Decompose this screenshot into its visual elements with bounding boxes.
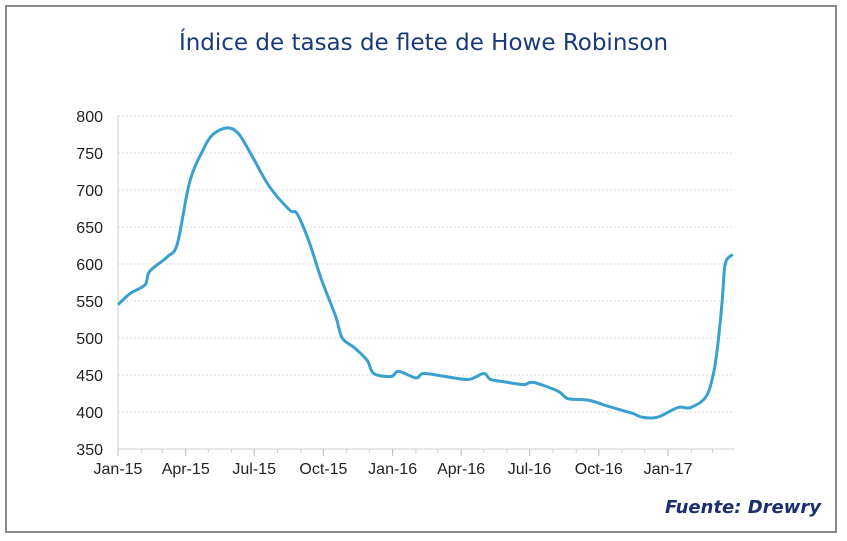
y-tick-label: 400 <box>76 405 103 422</box>
x-tick-label: Jan-16 <box>368 461 417 478</box>
y-tick-label: 700 <box>76 183 103 200</box>
x-tick-label: Oct-16 <box>575 461 623 478</box>
y-tick-label: 650 <box>76 220 103 237</box>
y-tick-label: 600 <box>76 257 103 274</box>
y-tick-label: 800 <box>76 109 103 126</box>
series-line <box>116 126 734 420</box>
y-tick-label: 550 <box>76 294 103 311</box>
chart-frame <box>5 5 837 533</box>
x-tick-label: Jul-15 <box>232 461 276 478</box>
x-tick-label: Jul-16 <box>508 461 552 478</box>
x-tick-label: Jan-15 <box>94 461 143 478</box>
y-tick-label: 450 <box>76 368 103 385</box>
x-tick-label: Jan-17 <box>644 461 693 478</box>
chart-title: Índice de tasas de flete de Howe Robinso… <box>178 30 669 56</box>
y-tick-label: 750 <box>76 146 103 163</box>
x-tick-label: Apr-15 <box>162 461 210 478</box>
source-note: Fuente: Drewry <box>665 497 821 518</box>
y-tick-label: 500 <box>76 331 103 348</box>
y-tick-label: 350 <box>76 442 103 459</box>
x-tick-label: Apr-16 <box>437 461 485 478</box>
x-tick-label: Oct-15 <box>299 461 347 478</box>
